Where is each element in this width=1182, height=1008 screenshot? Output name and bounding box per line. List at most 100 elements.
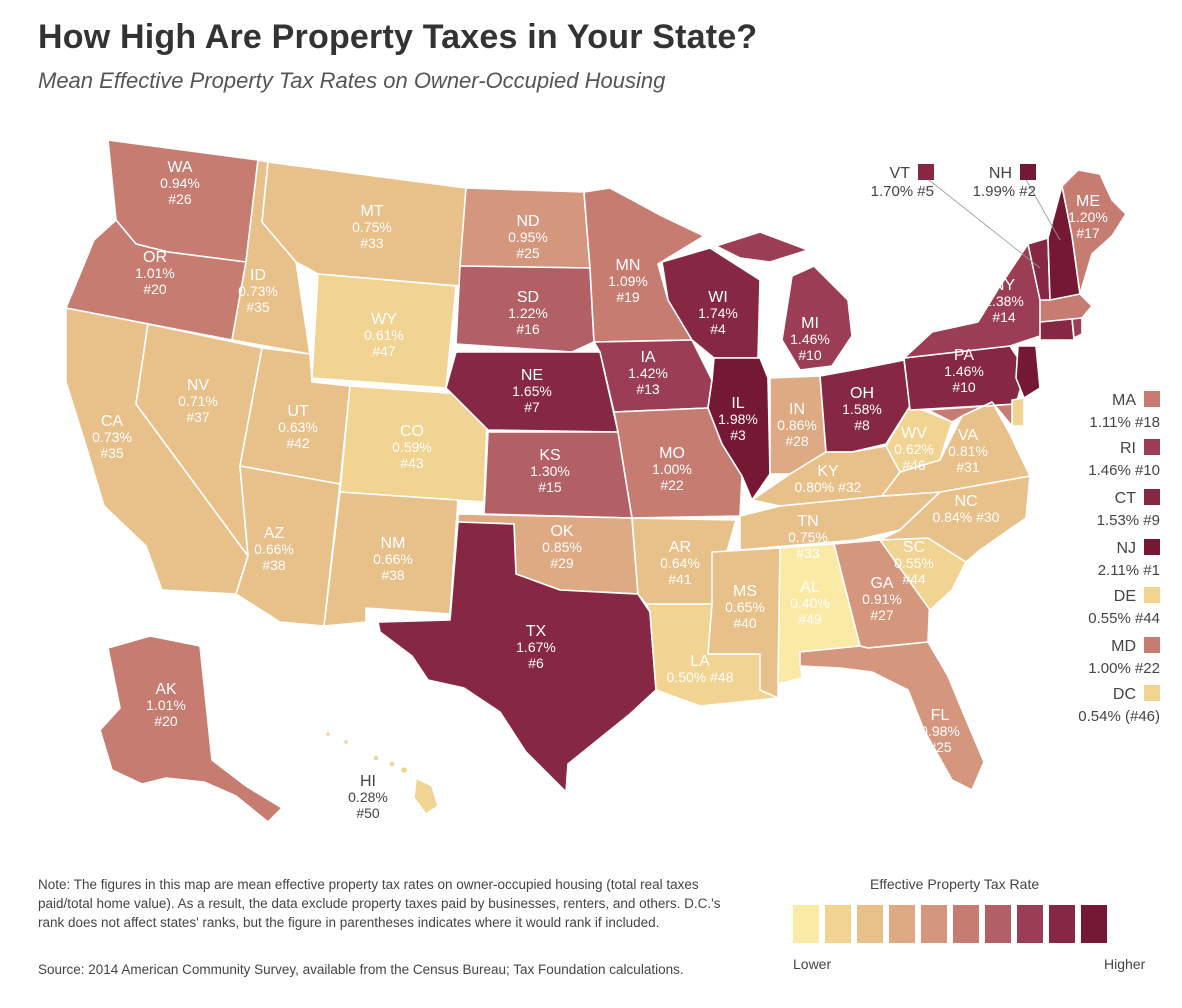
callout-DC-value: 0.54% (#46) xyxy=(1078,708,1160,725)
label-GA: GA 0.91% #27 xyxy=(862,575,902,623)
state-AK[interactable] xyxy=(99,635,283,823)
label-OK: OK 0.85% #29 xyxy=(542,523,582,571)
legend-title: Effective Property Tax Rate xyxy=(870,876,1040,892)
svg-text:ND0.95%#25: ND 0.95% #25 xyxy=(508,213,548,261)
label-MT: MT 0.75% #33 xyxy=(352,203,392,251)
label-WV: WV 0.62% #46 xyxy=(894,425,934,473)
svg-text:WI1.74%#4: WI 1.74% #4 xyxy=(698,289,738,337)
callout-MA-abbr: MA xyxy=(1112,392,1136,409)
callout-NH-value: 1.99% #2 xyxy=(972,183,1036,200)
callout-MA: MA 1.11% #18 xyxy=(1050,390,1160,434)
state-DE[interactable] xyxy=(1011,397,1025,427)
callout-CT-value: 1.53% #9 xyxy=(1096,512,1160,529)
label-SC: SC 0.55% #44 xyxy=(894,539,934,587)
label-ME: ME 1.20% #17 xyxy=(1068,193,1108,241)
svg-text:PA1.46%#10: PA 1.46% #10 xyxy=(944,347,984,395)
state-AZ[interactable] xyxy=(235,465,341,627)
svg-text:MI1.46%#10: MI 1.46% #10 xyxy=(790,315,830,363)
callout-NJ-value: 2.11% #1 xyxy=(1097,562,1160,579)
svg-text:NV0.71%#37: NV 0.71% #37 xyxy=(178,377,218,425)
callout-CT-abbr: CT xyxy=(1114,490,1136,507)
state-SD[interactable] xyxy=(455,265,595,353)
leader-NH xyxy=(1023,175,1061,241)
legend-step-1 xyxy=(793,905,819,943)
svg-text:GA0.91%#27: GA 0.91% #27 xyxy=(862,575,902,623)
svg-text:NC0.84% #30: NC 0.84% #30 xyxy=(933,493,1000,525)
legend-step-3 xyxy=(857,905,883,943)
svg-text:NM0.66%#38: NM 0.66% #38 xyxy=(373,535,413,583)
label-NV: NV 0.71% #37 xyxy=(178,377,218,425)
callout-NH: NH 1.99% #2 xyxy=(944,164,1036,201)
state-MI[interactable] xyxy=(715,231,853,371)
svg-text:MT0.75%#33: MT 0.75% #33 xyxy=(352,203,392,251)
label-ID: ID 0.73% #35 xyxy=(238,267,278,315)
label-IA: IA 1.42% #13 xyxy=(628,349,668,397)
state-RI[interactable] xyxy=(1071,317,1083,339)
callout-RI-value: 1.46% #10 xyxy=(1088,462,1160,479)
label-WA: WA 0.94% #26 xyxy=(160,159,200,207)
callout-DC-abbr: DC xyxy=(1112,686,1136,703)
svg-text:AZ0.66%#38: AZ 0.66% #38 xyxy=(254,525,294,573)
legend-step-6 xyxy=(953,905,979,943)
label-CA: CA 0.73% #35 xyxy=(92,413,132,461)
state-HI[interactable] xyxy=(413,777,439,815)
swatch-VT xyxy=(918,164,934,180)
svg-text:AR0.64%#41: AR 0.64% #41 xyxy=(660,539,700,587)
svg-text:IN0.86%#28: IN 0.86% #28 xyxy=(777,401,817,449)
legend-scale xyxy=(793,905,1107,943)
svg-text:WY0.61%#47: WY 0.61% #47 xyxy=(364,311,404,359)
label-AR: AR 0.64% #41 xyxy=(660,539,700,587)
svg-text:TN0.75%#33: TN 0.75% #33 xyxy=(788,513,828,561)
label-CO: CO 0.59% #43 xyxy=(392,423,432,471)
callout-NJ-abbr: NJ xyxy=(1116,540,1136,557)
leader-VT xyxy=(923,175,1041,269)
state-HI-islet xyxy=(399,765,409,775)
svg-text:IA1.42%#13: IA 1.42% #13 xyxy=(628,349,668,397)
svg-text:MO1.00%#22: MO 1.00% #22 xyxy=(652,445,692,493)
svg-text:UT0.63%#42: UT 0.63% #42 xyxy=(278,403,318,451)
svg-text:FL0.98%#25: FL 0.98% #25 xyxy=(920,707,960,755)
swatch-NH xyxy=(1020,164,1036,180)
state-FL[interactable] xyxy=(799,641,985,791)
label-HI: HI 0.28% #50 xyxy=(348,773,388,821)
state-TX[interactable] xyxy=(377,521,657,793)
legend-step-9 xyxy=(1049,905,1075,943)
label-WY: WY 0.61% #47 xyxy=(364,311,404,359)
swatch-DE xyxy=(1144,587,1160,603)
label-MN: MN 1.09% #19 xyxy=(608,257,648,305)
legend-low-label: Lower xyxy=(793,956,832,972)
state-HI-islet xyxy=(324,730,332,738)
svg-text:OH1.58%#8: OH 1.58% #8 xyxy=(842,385,882,433)
svg-text:MS0.65%#40: MS 0.65% #40 xyxy=(725,583,765,631)
state-NM[interactable] xyxy=(323,491,459,627)
callout-CT: CT 1.53% #9 xyxy=(1050,488,1160,532)
state-HI-islet xyxy=(372,754,380,762)
svg-text:KS1.30%#15: KS 1.30% #15 xyxy=(530,447,570,495)
state-IL[interactable] xyxy=(707,357,771,501)
label-TX: TX 1.67% #6 xyxy=(516,623,556,671)
svg-text:OK0.85%#29: OK 0.85% #29 xyxy=(542,523,582,571)
callout-RI: RI 1.46% #10 xyxy=(1050,438,1160,482)
callout-DE-value: 0.55% #44 xyxy=(1088,610,1160,627)
legend-step-2 xyxy=(825,905,851,943)
label-MO: MO 1.00% #22 xyxy=(652,445,692,493)
state-ME[interactable] xyxy=(1061,169,1127,295)
source-note: Source: 2014 American Community Survey, … xyxy=(38,962,684,977)
label-AZ: AZ 0.66% #38 xyxy=(254,525,294,573)
svg-text:SD1.22%#16: SD 1.22% #16 xyxy=(508,289,548,337)
state-HI-islet xyxy=(342,738,350,746)
legend-high-label: Higher xyxy=(1104,956,1146,972)
svg-text:CA0.73%#35: CA 0.73% #35 xyxy=(92,413,132,461)
svg-text:VA0.81%#31: VA 0.81% #31 xyxy=(948,427,988,475)
swatch-NJ xyxy=(1144,539,1160,555)
footnote: Note: The figures in this map are mean e… xyxy=(38,877,721,930)
svg-text:HI0.28%#50: HI 0.28% #50 xyxy=(348,773,388,821)
state-MN[interactable] xyxy=(583,187,705,343)
label-NC: NC 0.84% #30 xyxy=(933,493,1000,525)
label-LA: LA 0.50% #48 xyxy=(667,653,734,685)
state-NJ[interactable] xyxy=(1015,345,1041,399)
svg-text:KY0.80% #32: KY 0.80% #32 xyxy=(795,463,862,495)
svg-text:AL0.40%#49: AL 0.40% #49 xyxy=(790,579,830,627)
legend-step-7 xyxy=(985,905,1011,943)
svg-text:NE1.65%#7: NE 1.65% #7 xyxy=(512,367,552,415)
